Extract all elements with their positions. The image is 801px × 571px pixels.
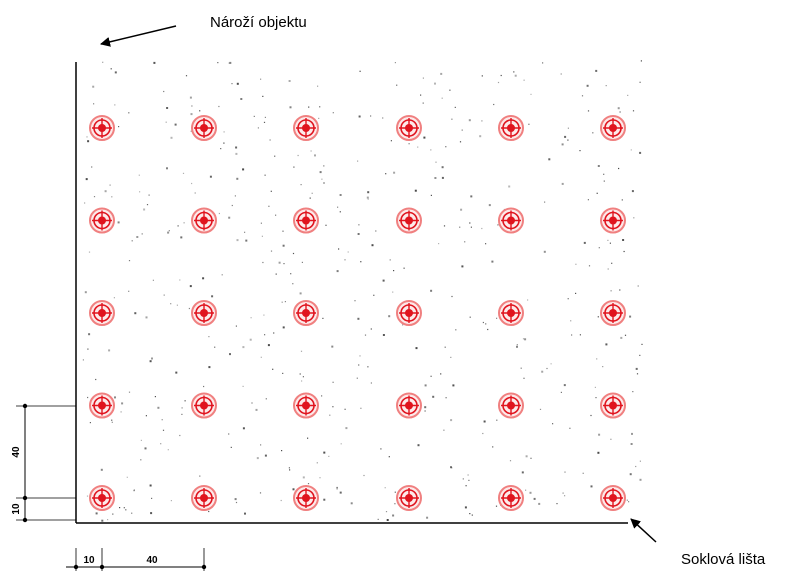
anchor-mark [89, 207, 115, 234]
anchor-mark [191, 300, 217, 326]
anchor-mark [498, 300, 524, 326]
anchor-mark [498, 392, 524, 419]
anchor-mark [89, 392, 115, 419]
anchor-mark [396, 392, 422, 419]
anchor-mark [498, 207, 524, 234]
anchor-mark [498, 485, 524, 511]
anchor-mark [293, 300, 319, 326]
anchor-mark [293, 392, 319, 419]
anchor-mark [396, 485, 422, 511]
anchor-mark [191, 115, 217, 141]
anchor-mark [191, 485, 217, 511]
insulation-speckle-texture [82, 60, 643, 522]
anchor-grid [89, 115, 626, 511]
vertical-spacing-dimension: 40 [11, 446, 22, 458]
anchor-mark [89, 485, 115, 511]
horizontal-edge-dimension: 10 [83, 555, 95, 566]
anchor-mark [293, 485, 319, 511]
anchor-mark [89, 115, 115, 141]
anchor-mark [396, 115, 422, 141]
horizontal-dimension-chain: 10 40 [66, 548, 207, 571]
anchor-mark [600, 485, 626, 511]
anchor-mark [191, 392, 217, 419]
corner-label: Nároží objektu [210, 14, 307, 31]
vertical-edge-dimension: 10 [11, 503, 22, 515]
anchor-mark [498, 115, 524, 141]
anchor-mark [600, 207, 626, 234]
anchor-mark [396, 300, 422, 326]
corner-arrow [100, 25, 177, 47]
anchor-mark [600, 392, 626, 419]
horizontal-spacing-dimension: 40 [146, 555, 158, 566]
anchor-mark [600, 115, 626, 141]
anchor-mark [293, 207, 319, 234]
vertical-dimension-chain: 40 10 [11, 403, 76, 523]
plinth-arrow [630, 518, 657, 543]
anchor-mark [396, 207, 422, 234]
plinth-label: Soklová lišta [681, 551, 766, 568]
anchor-mark [293, 115, 319, 141]
anchor-mark [191, 207, 217, 234]
anchor-mark [600, 300, 626, 326]
anchor-mark [89, 300, 115, 326]
